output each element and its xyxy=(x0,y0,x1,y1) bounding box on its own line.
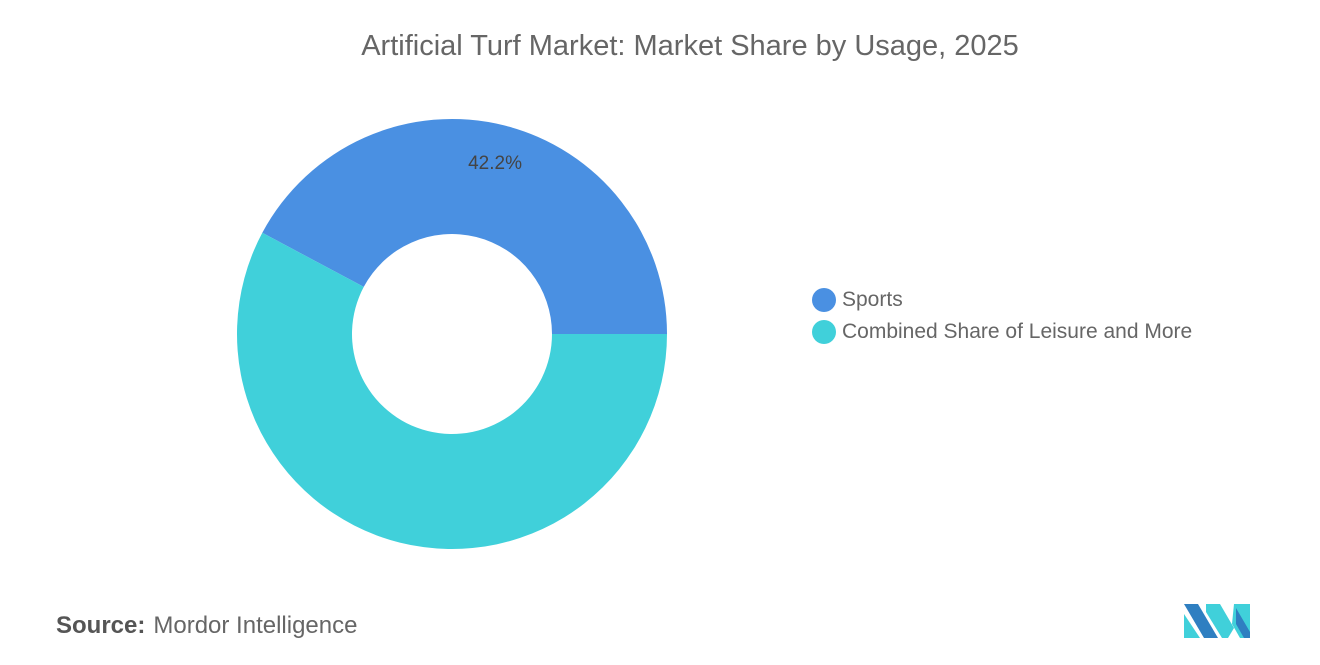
donut-slice-sports xyxy=(262,118,667,334)
source-note: Source: Mordor Intelligence xyxy=(56,612,357,640)
legend-swatch xyxy=(812,288,836,312)
legend: Sports Combined Share of Leisure and Mor… xyxy=(812,284,1192,348)
legend-label: Combined Share of Leisure and More xyxy=(842,320,1193,343)
source-value: Mordor Intelligence xyxy=(153,612,358,639)
mordor-intelligence-logo xyxy=(1184,604,1250,638)
legend-swatch xyxy=(812,320,836,344)
chart-title: Artificial Turf Market: Market Share by … xyxy=(361,30,1019,62)
legend-item-leisure: Combined Share of Leisure and More xyxy=(812,316,1192,348)
data-label: 42.2% xyxy=(468,153,522,174)
donut-slice-leisure xyxy=(237,232,668,549)
legend-item-sports: Sports xyxy=(812,284,1192,316)
legend-label: Sports xyxy=(842,288,903,311)
source-label: Source: xyxy=(56,612,146,639)
donut-chart: 42.2% xyxy=(237,118,668,549)
